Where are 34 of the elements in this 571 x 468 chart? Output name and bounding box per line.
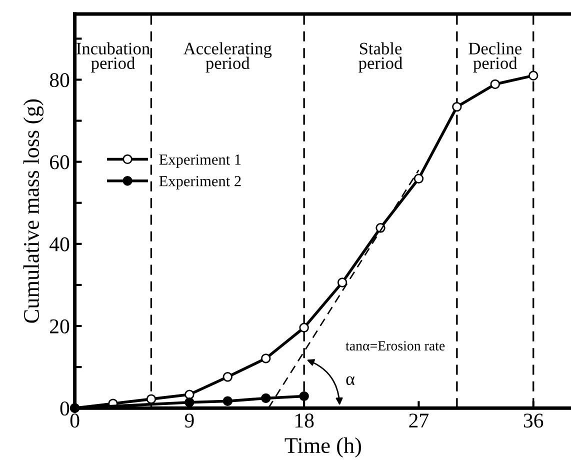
annotation: α [346,376,355,386]
y-tick-label: 20 [50,319,70,334]
point [299,391,309,402]
annotation: Stable period [358,42,402,73]
point [490,79,500,90]
point [528,70,538,80]
legend-label: Experiment 1 [159,154,241,168]
y-tick-label: 40 [50,237,70,252]
point [146,394,156,404]
annotation: Incubation period [76,42,150,73]
x-tick-label: 27 [409,414,429,428]
point [414,174,424,184]
x-axis-title: Time (h) [284,437,362,458]
point [261,354,271,364]
y-axis-title: Cumulative mass loss (g) [23,99,44,323]
legend-label: Experiment 2 [159,176,241,190]
point [261,393,271,404]
point [184,390,194,400]
annotation: Accelerating period [183,42,272,73]
y-tick-label: 60 [50,155,70,170]
point [222,396,233,406]
x-tick-label: 36 [524,414,544,428]
x-tick-label: 9 [184,414,194,428]
y-tick-label: 80 [50,73,70,88]
y-tick-label: 0 [60,401,70,416]
annotation: tanα=Erosion rate [346,341,445,350]
annotation: Decline period [468,42,522,73]
point [337,278,348,288]
point [299,322,309,333]
x-tick-label: 0 [70,414,80,428]
x-tick-label: 18 [295,414,314,428]
point [222,372,233,382]
point [184,397,194,408]
point [452,102,462,112]
